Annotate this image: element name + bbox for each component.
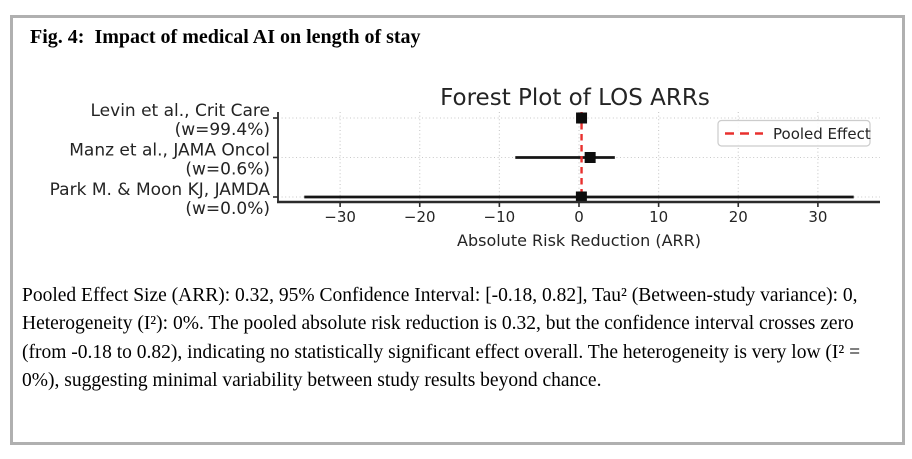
study-weight-label-0: (w=99.4%) [175, 120, 270, 140]
x-tick-label: −10 [484, 208, 516, 226]
figure-title: Impact of medical AI on length of stay [94, 26, 421, 48]
figure-heading: Fig. 4: Impact of medical AI on length of… [30, 27, 421, 47]
study-weight-label-1: (w=0.6%) [185, 160, 270, 180]
x-tick-label: 20 [729, 208, 748, 226]
x-tick-label: 10 [649, 208, 668, 226]
study-label-0: Levin et al., Crit Care [91, 101, 271, 121]
effect-marker-0 [576, 112, 588, 124]
figure-caption: Pooled Effect Size (ARR): 0.32, 95% Conf… [22, 285, 861, 391]
figure-label: Fig. 4: [30, 26, 85, 48]
study-weight-label-2: (w=0.0%) [185, 199, 270, 219]
effect-marker-2 [575, 191, 587, 203]
legend-label: Pooled Effect [773, 125, 871, 143]
study-label-1: Manz et al., JAMA Oncol [69, 141, 270, 161]
plot-title: Forest Plot of LOS ARRs [440, 85, 710, 111]
study-label-2: Park M. & Moon KJ, JAMDA [50, 180, 271, 200]
x-tick-label: −20 [404, 208, 436, 226]
effect-marker-1 [584, 152, 596, 163]
x-tick-label: 30 [808, 208, 827, 226]
x-tick-label: 0 [574, 208, 584, 226]
x-tick-label: −30 [324, 208, 356, 226]
legend-box [717, 119, 871, 147]
figure-panel [10, 15, 905, 445]
x-axis-title: Absolute Risk Reduction (ARR) [457, 231, 701, 250]
